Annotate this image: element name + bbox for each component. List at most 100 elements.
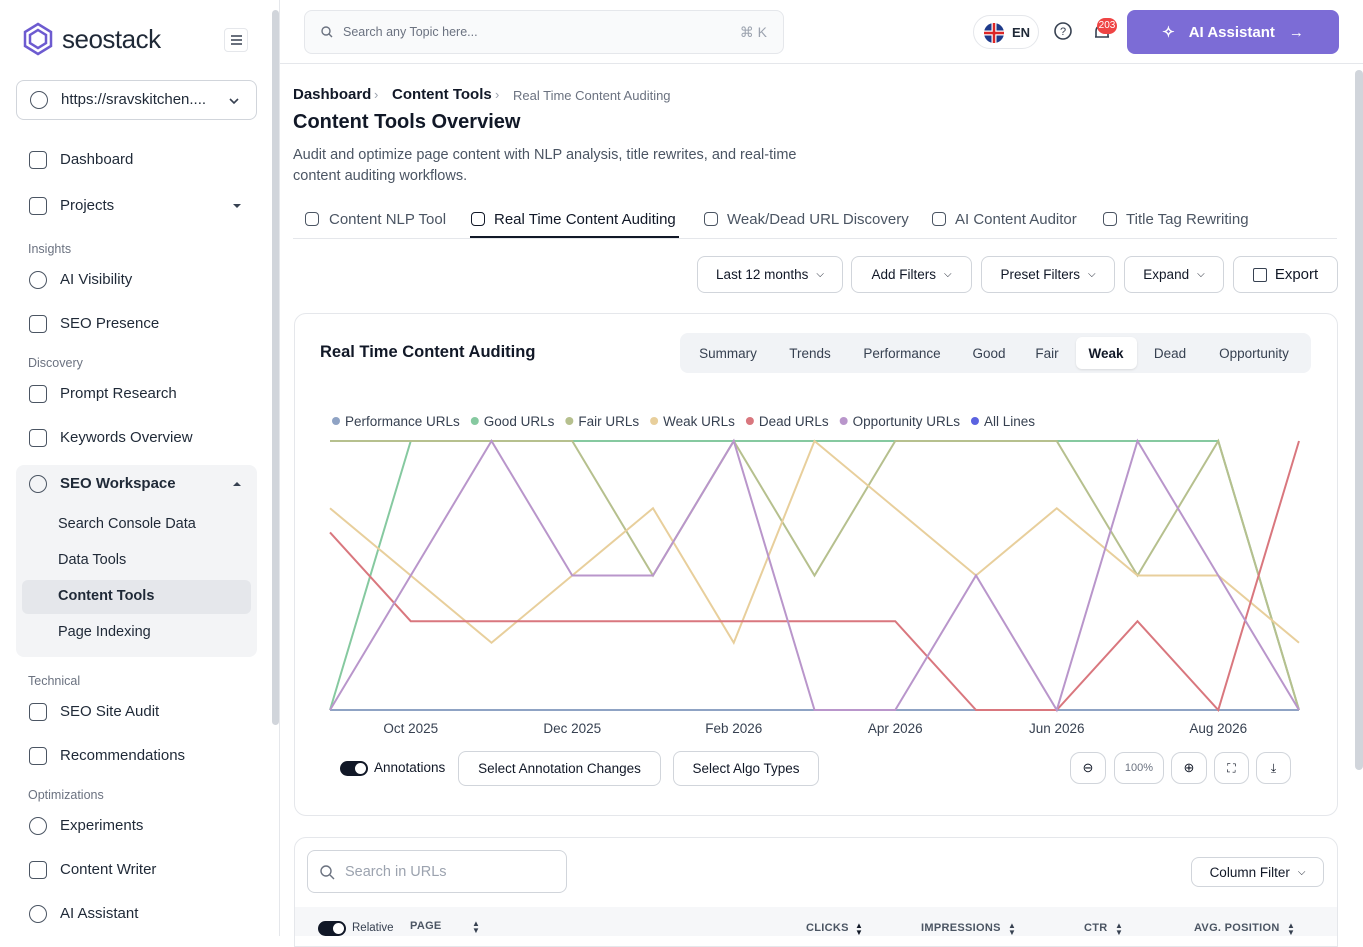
legend-label: Dead URLs [759, 414, 829, 429]
nav-item[interactable]: Recommendations [60, 747, 186, 764]
nav-item[interactable]: Projects [60, 197, 115, 214]
column-filter[interactable]: Column Filter ⌵ [1191, 857, 1324, 887]
language-label: EN [1012, 25, 1031, 40]
annotation-button[interactable]: Select Annotation Changes [458, 751, 661, 786]
segment[interactable]: Performance [863, 346, 941, 361]
nav-item[interactable]: SEO Presence [60, 315, 160, 332]
zoom-out[interactable]: ⊖ [1070, 752, 1106, 784]
nav-subitem[interactable]: Content Tools [58, 588, 155, 604]
nav-item[interactable]: Prompt Research [60, 385, 177, 402]
label: Select Annotation Changes [478, 761, 641, 776]
language[interactable]: EN [973, 15, 1039, 49]
filter-button[interactable]: Last 12 months ⌵ [697, 256, 843, 293]
sort-icon[interactable]: ▲ ▼ [472, 919, 480, 935]
logo-text: seostack [62, 24, 161, 54]
zoom-level: 100% [1114, 752, 1164, 784]
legend-label: Performance URLs [345, 414, 460, 429]
x-tick-label: Apr 2026 [868, 721, 923, 736]
nav-subitem[interactable]: Data Tools [58, 552, 127, 568]
card-title: Real Time Content Auditing [320, 343, 536, 361]
tab[interactable]: Title Tag Rewriting [1126, 211, 1249, 228]
nav-item[interactable]: AI Visibility [60, 271, 133, 288]
nav-subitem[interactable]: Search Console Data [58, 516, 196, 532]
fullscreen[interactable]: ⛶ [1214, 752, 1249, 784]
zoom-in[interactable]: ⊕ [1171, 752, 1207, 784]
legend-label: Good URLs [484, 414, 555, 429]
toggle-label: Relative [352, 922, 394, 934]
nav-item[interactable]: Dashboard [60, 151, 134, 168]
label: Export [1274, 266, 1319, 283]
column-header[interactable]: CTR [1084, 922, 1108, 934]
tab[interactable]: AI Content Auditor [955, 211, 1077, 228]
toggle[interactable] [318, 921, 346, 936]
legend-label: Opportunity URLs [853, 414, 961, 429]
column-header[interactable]: CLICKS [806, 922, 849, 934]
nav-subitem[interactable]: Page Indexing [58, 624, 151, 640]
label: Expand [1143, 267, 1190, 282]
table-search[interactable]: Search in URLs [307, 850, 567, 893]
x-tick-label: Jun 2026 [1029, 721, 1085, 736]
column-header[interactable]: AVG. POSITION [1194, 922, 1280, 934]
legend-label: Weak URLs [663, 414, 735, 429]
export-button[interactable]: Export [1233, 256, 1338, 293]
sort-icon[interactable]: ▲ ▼ [1008, 921, 1016, 937]
sort-icon[interactable]: ▲ ▼ [1287, 921, 1295, 937]
x-tick-label: Dec 2025 [543, 721, 601, 736]
breadcrumb-item[interactable]: Dashboard [293, 86, 372, 103]
legend-swatch [650, 417, 659, 425]
help-icon[interactable]: ? [1053, 21, 1073, 41]
page-title: Content Tools Overview [293, 111, 521, 133]
nav-group [16, 465, 257, 657]
search-box[interactable]: Search any Topic here... ⌘ K [304, 10, 784, 54]
collapse-button[interactable] [224, 28, 248, 52]
segment[interactable]: Dead [1153, 346, 1187, 361]
label: 100% [1124, 762, 1154, 774]
segment[interactable]: Summary [699, 346, 757, 361]
filter-button[interactable]: Add Filters ⌵ [851, 256, 972, 293]
nav-item[interactable]: Content Writer [60, 861, 157, 878]
nav-section: Optimizations [28, 788, 104, 802]
legend-swatch [839, 417, 848, 425]
sort-icon[interactable]: ▲ ▼ [1115, 921, 1123, 937]
label: Preset Filters [1000, 267, 1080, 282]
segment[interactable]: Trends [789, 346, 831, 361]
filter-button[interactable]: Preset Filters ⌵ [981, 256, 1115, 293]
breadcrumb-item[interactable]: Content Tools [392, 86, 492, 103]
tab[interactable]: Weak/Dead URL Discovery [727, 211, 909, 228]
page-description: Audit and optimize page content with NLP… [293, 147, 797, 184]
segment[interactable]: Opportunity [1219, 346, 1289, 361]
label: Select Algo Types [692, 761, 800, 776]
label: Add Filters [871, 267, 936, 282]
x-tick-label: Oct 2025 [383, 721, 438, 736]
sort-icon[interactable]: ▲ ▼ [855, 921, 863, 937]
x-tick-label: Aug 2026 [1189, 721, 1247, 736]
nav-item[interactable]: SEO Workspace [60, 475, 176, 492]
download[interactable]: ⤓ [1256, 752, 1291, 784]
nav-item[interactable]: Experiments [60, 817, 144, 834]
nav-item[interactable]: Keywords Overview [60, 429, 193, 446]
search-placeholder: Search in URLs [345, 864, 447, 880]
nav-item[interactable]: AI Assistant [60, 905, 139, 922]
legend-swatch [565, 417, 574, 425]
legend-swatch [745, 417, 754, 425]
shortcut: ⌘ K [739, 24, 767, 40]
toggle[interactable] [340, 761, 368, 776]
series-line [329, 438, 1300, 713]
legend-swatch [970, 417, 979, 425]
nav-section: Insights [28, 242, 72, 256]
site-select[interactable]: https://sravskitchen.... [16, 80, 257, 120]
filter-button[interactable]: Expand ⌵ [1124, 256, 1224, 293]
column-header[interactable]: PAGE [410, 920, 442, 932]
tab-active[interactable]: Real Time Content Auditing [494, 211, 676, 228]
segment[interactable]: Good [972, 346, 1006, 361]
segment[interactable]: Fair [1035, 346, 1059, 361]
column-header[interactable]: IMPRESSIONS [921, 922, 1001, 934]
nav-item[interactable]: SEO Site Audit [60, 703, 160, 720]
legend-swatch [470, 417, 479, 425]
tab[interactable]: Content NLP Tool [329, 211, 447, 228]
tab-underline [470, 236, 679, 238]
algo-button[interactable]: Select Algo Types [673, 751, 819, 786]
segment[interactable]: Weak [1088, 346, 1124, 361]
ai-assistant-button[interactable]: ✧ AI Assistant → [1127, 10, 1339, 54]
